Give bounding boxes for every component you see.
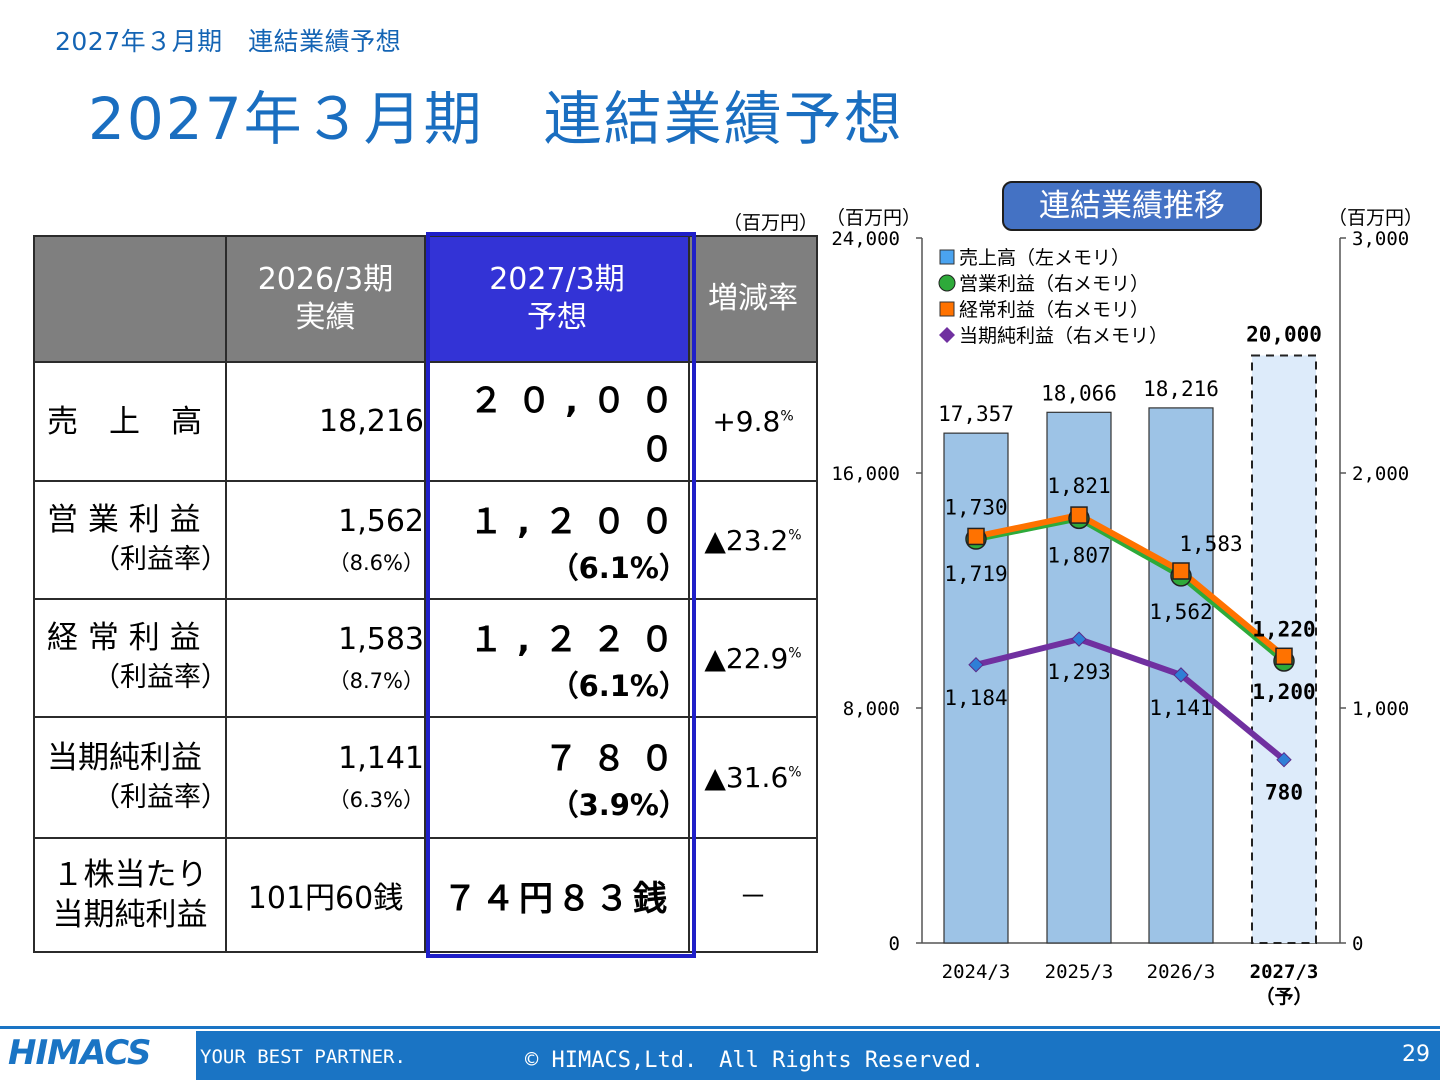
sales-bar <box>943 432 1009 944</box>
row-change: ▲23.2% <box>688 480 818 600</box>
series-point-label: 1,719 <box>944 562 1007 586</box>
ordinary-profit-point <box>1275 647 1293 666</box>
x-tick-label: 2024/3 <box>942 961 1011 983</box>
row-actual: 101円60銭 <box>225 837 426 953</box>
series-point-label: 1,184 <box>944 686 1007 710</box>
row-change: ▲31.6% <box>688 716 818 839</box>
footer-rule <box>0 1026 1440 1029</box>
left-tick-label: 8,000 <box>843 698 900 720</box>
header-subtitle: 2027年３月期 連結業績予想 <box>55 27 402 56</box>
page-title: 2027年３月期 連結業績予想 <box>88 85 904 153</box>
row-forecast: ７４円８３銭 <box>424 837 690 953</box>
footer-bar <box>0 1031 1440 1080</box>
logo-background <box>0 1031 196 1080</box>
row-forecast: １,２００ （6.1%） <box>424 480 690 600</box>
table-unit-label: （百万円） <box>723 212 819 234</box>
table-row-ordinary-profit: 経 常 利 益（利益率） 1,583 （8.7%） １,２２０ （6.1%） ▲22… <box>33 598 818 718</box>
ordinary-profit-point <box>1070 506 1088 524</box>
table-row-operating-profit: 営 業 利 益（利益率） 1,562 （8.6%） １,２００ （6.1%） ▲23… <box>33 480 818 600</box>
row-actual: 1,562 （8.6%） <box>225 480 426 600</box>
header-cell-change: 増減率 <box>688 235 818 363</box>
series-point-label: 1,293 <box>1047 660 1110 684</box>
sales-bar-label: 18,066 <box>1041 381 1117 405</box>
left-tick-label: 24,000 <box>831 228 900 250</box>
row-label: 営 業 利 益（利益率） <box>33 480 228 600</box>
table-header-row: 2026/3期 実績 2027/3期 予想 増減率 <box>33 235 818 363</box>
x-tick-label: 2026/3 <box>1147 961 1216 983</box>
x-tick-label: 2027/3 <box>1250 961 1319 983</box>
row-label: 当期純利益 （利益率） <box>33 716 228 839</box>
left-tick-label: 16,000 <box>831 463 900 485</box>
net-income-point <box>968 657 984 673</box>
legend-marker-sales <box>939 249 955 265</box>
series-line <box>975 511 1286 659</box>
header-cell-forecast: 2027/3期 予想 <box>424 235 690 363</box>
right-tick-label: 0 <box>1352 933 1363 955</box>
row-actual: 1,583 （8.7%） <box>225 598 426 718</box>
company-logo: HIMACS <box>8 1033 151 1073</box>
right-tick-label: 3,000 <box>1352 228 1409 250</box>
footer-tagline: YOUR BEST PARTNER. <box>200 1046 406 1068</box>
financial-table: 2026/3期 実績 2027/3期 予想 増減率 売 上 高 18,216 ２０,… <box>33 235 818 953</box>
sales-bar-label: 17,357 <box>938 402 1014 426</box>
series-point-label: 1,200 <box>1252 680 1315 704</box>
x-tick-label: （予） <box>1255 985 1312 1008</box>
table-row-sales: 売 上 高 18,216 ２０,０００ +9.8% <box>33 361 818 482</box>
series-point-label: 1,141 <box>1149 696 1212 720</box>
chart-title: 連結業績推移 <box>1002 181 1262 231</box>
row-forecast: ７８０ （3.9%） <box>424 716 690 839</box>
table-row-eps: １株当たり 当期純利益 101円60銭 ７４円８３銭 － <box>33 837 818 953</box>
sales-bar-label: 18,216 <box>1143 377 1219 401</box>
legend-label: 経常利益（右メモリ） <box>959 299 1149 321</box>
row-label: １株当たり 当期純利益 <box>33 837 227 953</box>
row-actual: 1,141 （6.3%） <box>225 716 426 839</box>
series-point-label: 1,220 <box>1252 617 1315 641</box>
ordinary-profit-point <box>1172 562 1190 580</box>
left-axis-unit: （百万円） <box>826 207 922 229</box>
series-point-label: 780 <box>1265 781 1303 805</box>
legend-marker-operating <box>938 274 956 292</box>
row-change: +9.8% <box>688 361 818 482</box>
row-change: － <box>688 837 818 953</box>
series-point-label: 1,562 <box>1149 600 1212 624</box>
header-cell-empty <box>33 235 227 363</box>
legend-marker-ordinary <box>939 301 955 317</box>
x-tick-label: 2025/3 <box>1045 961 1114 983</box>
sales-bar-label: 20,000 <box>1246 323 1322 347</box>
row-forecast: ２０,０００ <box>424 361 690 482</box>
legend-label: 売上高（左メモリ） <box>959 247 1130 269</box>
net-income-point <box>1071 631 1087 647</box>
series-point-label: 1,583 <box>1179 532 1242 556</box>
right-tick-label: 2,000 <box>1352 463 1409 485</box>
row-label: 売 上 高 <box>33 361 227 482</box>
row-change: ▲22.9% <box>688 598 818 718</box>
table-row-net-income: 当期純利益 （利益率） 1,141 （6.3%） ７８０ （3.9%） ▲31.6% <box>33 716 818 839</box>
left-tick-label: 0 <box>889 933 900 955</box>
series-point-label: 1,807 <box>1047 543 1110 567</box>
legend-label: 当期純利益（右メモリ） <box>959 325 1168 347</box>
series-point-label: 1,821 <box>1047 474 1110 498</box>
series-point-label: 1,730 <box>944 495 1007 519</box>
page-number: 29 <box>1402 1042 1430 1067</box>
row-actual: 18,216 <box>225 361 426 482</box>
sales-bar <box>1148 407 1214 944</box>
net-income-point <box>1173 667 1189 683</box>
legend-label: 営業利益（右メモリ） <box>959 273 1149 295</box>
net-income-point <box>1276 751 1292 768</box>
sales-bar <box>1046 411 1112 944</box>
legend-marker-net <box>939 327 955 343</box>
header-cell-actual: 2026/3期 実績 <box>225 235 426 363</box>
series-line <box>975 636 1286 763</box>
footer-copyright: © HIMACS,Ltd. All Rights Reserved. <box>525 1048 985 1073</box>
row-label: 経 常 利 益（利益率） <box>33 598 228 718</box>
ordinary-profit-point <box>967 527 985 546</box>
right-axis-unit: （百万円） <box>1328 207 1424 229</box>
right-tick-label: 1,000 <box>1352 698 1409 720</box>
